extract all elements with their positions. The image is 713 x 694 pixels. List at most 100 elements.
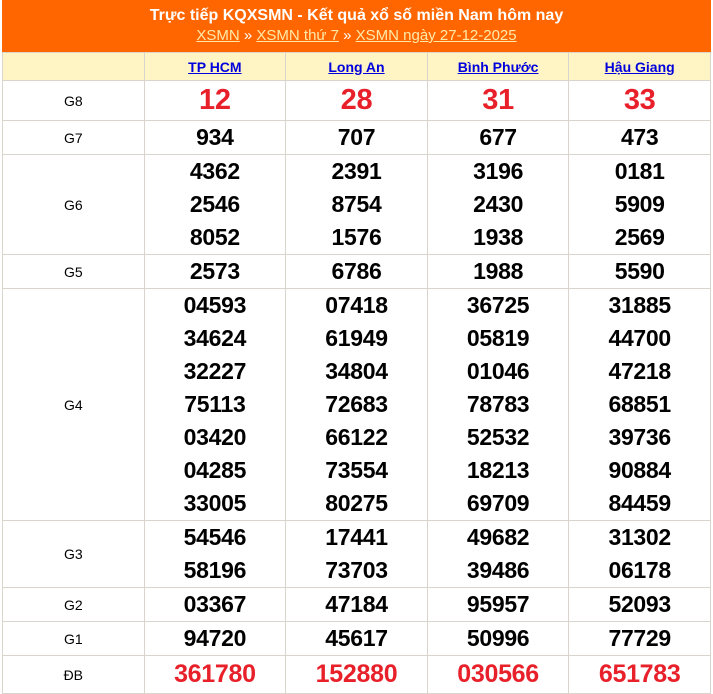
province-link[interactable]: TP HCM xyxy=(188,58,242,75)
prize-cell: 4362 2546 8052 xyxy=(143,154,287,255)
breadcrumb: XSMN » XSMN thứ 7 » XSMN ngày 27-12-2025 xyxy=(2,26,711,46)
prize-cell: 030566 xyxy=(426,655,570,694)
prize-cell: 36725 05819 01046 78783 52532 18213 69709 xyxy=(426,288,570,521)
page-title: Trực tiếp KQXSMN - Kết quả xổ số miền Na… xyxy=(149,7,564,24)
prize-cell: 1988 xyxy=(426,254,570,289)
prize-cell: 50996 xyxy=(426,621,570,656)
prize-number: 361780 xyxy=(174,660,256,688)
prize-label: G2 xyxy=(2,587,145,622)
prize-number: 90884 xyxy=(608,457,671,483)
prize-cell: 28 xyxy=(285,80,428,121)
prize-number: 17441 xyxy=(325,524,388,550)
prize-number: 030566 xyxy=(457,660,539,688)
corner-cell xyxy=(2,52,145,81)
results-header: Trực tiếp KQXSMN - Kết quả xổ số miền Na… xyxy=(2,0,711,52)
prize-cell: 0181 5909 2569 xyxy=(568,154,711,255)
prize-number: 31 xyxy=(482,84,514,116)
prize-cell: 5590 xyxy=(568,254,711,289)
prize-row: G2 03367 47184 95957 52093 xyxy=(2,587,711,622)
breadcrumb-xsmn-thu-7[interactable]: XSMN thứ 7 xyxy=(256,27,339,44)
prize-number: 32227 xyxy=(183,358,247,384)
prize-number: 72683 xyxy=(325,391,388,417)
prize-label: G4 xyxy=(2,288,145,521)
prize-number: 3196 xyxy=(473,158,524,184)
prize-cell: 47184 xyxy=(285,587,428,622)
prize-number: 2569 xyxy=(614,224,665,250)
prize-number: 12 xyxy=(199,84,231,116)
breadcrumb-label: XSMN xyxy=(355,27,400,44)
prize-cell: 677 xyxy=(426,120,570,155)
results-table: TP HCM Long An Bình Phước Hậu Giang G8 12 28 3… xyxy=(2,52,711,694)
prize-cell: 31302 06178 xyxy=(568,520,711,588)
prize-row: G5 2573 6786 1988 5590 xyxy=(2,254,711,289)
prize-number: 44700 xyxy=(608,325,671,351)
prize-number: 95957 xyxy=(466,591,530,617)
prize-label: G5 xyxy=(2,254,145,289)
prize-cell: 3196 2430 1938 xyxy=(426,154,570,255)
prize-cell: 49682 39486 xyxy=(426,520,570,588)
prize-number: 677 xyxy=(479,124,517,150)
prize-cell: 17441 73703 xyxy=(285,520,428,588)
prize-cell: 12 xyxy=(143,80,287,121)
prize-label: ĐB xyxy=(2,655,145,694)
prize-row: G1 94720 45617 50996 77729 xyxy=(2,621,711,656)
prize-cell: 152880 xyxy=(285,655,428,694)
prize-number: 5590 xyxy=(614,258,665,284)
province-header: Long An xyxy=(285,52,428,81)
prize-number: 03367 xyxy=(183,591,247,617)
prize-cell: 473 xyxy=(568,120,711,155)
prize-row: ĐB 361780 152880 030566 651783 xyxy=(2,655,711,694)
prize-label: G8 xyxy=(2,80,145,121)
prize-number: 07418 xyxy=(325,292,388,318)
prize-number: 84459 xyxy=(608,490,671,516)
prize-number: 934 xyxy=(196,124,234,150)
prize-number: 31885 xyxy=(608,292,671,318)
province-link[interactable]: Long An xyxy=(328,58,385,75)
prize-cell: 2573 xyxy=(143,254,287,289)
prize-cell: 04593 34624 32227 75113 03420 04285 33005 xyxy=(143,288,287,521)
prize-number: 0181 xyxy=(614,158,665,184)
prize-number: 03420 xyxy=(183,424,247,450)
breadcrumb-separator: » xyxy=(343,27,352,44)
province-link[interactable]: Hậu Giang xyxy=(604,58,675,75)
province-header: Bình Phước xyxy=(426,52,570,81)
prize-number: 75113 xyxy=(184,391,246,417)
prize-number: 73554 xyxy=(325,457,388,483)
prize-number: 33005 xyxy=(183,490,247,516)
prize-row: G3 54546 58196 17441 73703 49682 39486 31302 061… xyxy=(2,520,711,588)
prize-number: 78783 xyxy=(466,391,530,417)
prize-number: 52532 xyxy=(466,424,530,450)
prize-cell: 94720 xyxy=(143,621,287,656)
prize-cell: 6786 xyxy=(285,254,428,289)
prize-number: 73703 xyxy=(325,557,388,583)
prize-cell: 31 xyxy=(426,80,570,121)
prize-number: 33 xyxy=(623,84,656,116)
prize-cell: 651783 xyxy=(568,655,711,694)
prize-number: 6786 xyxy=(331,258,382,284)
prize-number: 4362 xyxy=(189,158,240,184)
prize-row: G4 04593 34624 32227 75113 03420 04285 33005 074… xyxy=(2,288,711,521)
prize-number: 152880 xyxy=(315,660,398,688)
province-header: Hậu Giang xyxy=(568,52,711,81)
prize-row: G6 4362 2546 8052 2391 8754 1576 3196 2430 1938 01… xyxy=(2,154,711,255)
prize-cell: 03367 xyxy=(143,587,287,622)
prize-number: 707 xyxy=(337,124,376,150)
province-link[interactable]: Bình Phước xyxy=(457,58,539,75)
prize-number: 66122 xyxy=(325,424,388,450)
prize-label: G6 xyxy=(2,154,145,255)
prize-number: 45617 xyxy=(325,625,388,651)
prize-number: 06178 xyxy=(608,557,671,583)
breadcrumb-xsmn[interactable]: XSMN xyxy=(196,27,240,44)
prize-number: 54546 xyxy=(183,524,247,550)
prize-label: G7 xyxy=(2,120,145,155)
prize-number: 69709 xyxy=(466,490,530,516)
breadcrumb-xsmn-date[interactable]: XSMN ngày 27-12-2025 xyxy=(356,27,517,44)
prize-row: G7 934 707 677 473 xyxy=(2,120,711,155)
prize-number: 2573 xyxy=(189,258,240,284)
prize-number: 34804 xyxy=(325,358,388,384)
prize-number: 80275 xyxy=(325,490,388,516)
breadcrumb-separator: » xyxy=(243,27,253,44)
prize-cell: 45617 xyxy=(285,621,428,656)
province-header: TP HCM xyxy=(143,52,287,81)
